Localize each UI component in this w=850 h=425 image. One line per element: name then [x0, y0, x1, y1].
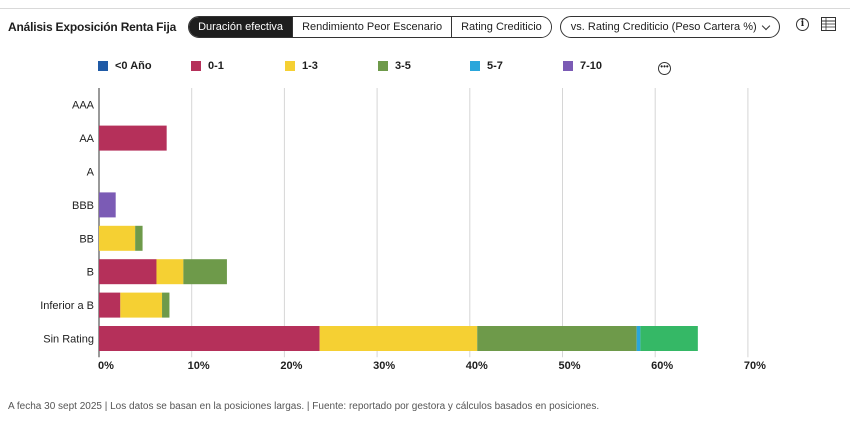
bar-segment[interactable] [183, 259, 227, 285]
page-title: Análisis Exposición Renta Fija [8, 20, 177, 34]
x-tick-label: 40% [466, 360, 488, 372]
legend: <0 Año 0-1 1-3 3-5 5-7 7-10 ••• [98, 60, 718, 76]
bar-segment[interactable] [99, 225, 136, 251]
bar-segment[interactable] [162, 292, 170, 318]
legend-swatch [191, 61, 201, 71]
bar-segment[interactable] [135, 225, 143, 251]
legend-label: 3-5 [395, 60, 411, 72]
y-tick-label: B [87, 267, 94, 279]
bar-segment[interactable] [99, 292, 121, 318]
y-tick-label: AAA [72, 100, 95, 112]
header: Análisis Exposición Renta Fija Duración … [8, 15, 842, 39]
y-tick-label: BB [79, 233, 94, 245]
legend-label: 0-1 [208, 60, 224, 72]
bar-segment[interactable] [120, 292, 163, 318]
tab-rating-crediticio[interactable]: Rating Crediticio [452, 17, 551, 37]
y-tick-label: Inferior a B [40, 300, 94, 312]
x-tick-label: 60% [651, 360, 673, 372]
legend-item-7-10: 7-10 [563, 60, 602, 72]
legend-swatch [563, 61, 573, 71]
legend-item-1-3: 1-3 [285, 60, 318, 72]
legend-item-5-7: 5-7 [470, 60, 503, 72]
tab-duracion-efectiva[interactable]: Duración efectiva [189, 17, 294, 37]
bar-segment[interactable] [636, 326, 641, 351]
legend-item-3-5: 3-5 [378, 60, 411, 72]
x-tick-label: 20% [280, 360, 302, 372]
legend-swatch [98, 61, 108, 71]
x-tick-label: 50% [558, 360, 580, 372]
y-tick-label: Sin Rating [43, 334, 94, 346]
comparison-dropdown[interactable]: vs. Rating Crediticio (Peso Cartera %) [559, 16, 780, 38]
legend-swatch [378, 61, 388, 71]
y-tick-label: A [87, 167, 95, 179]
table-icon[interactable] [821, 17, 836, 31]
y-tick-label: AA [79, 133, 94, 145]
top-divider [0, 8, 850, 9]
legend-label: 1-3 [302, 60, 318, 72]
footer-note: A fecha 30 sept 2025 | Los datos se basa… [8, 401, 600, 412]
x-tick-label: 0% [98, 360, 114, 372]
x-tick-label: 70% [744, 360, 766, 372]
x-tick-label: 10% [188, 360, 210, 372]
tab-group: Duración efectiva Rendimiento Peor Escen… [188, 16, 552, 38]
legend-label: 5-7 [487, 60, 503, 72]
legend-label: <0 Año [115, 60, 152, 72]
bar-segment[interactable] [319, 326, 478, 351]
bar-segment[interactable] [99, 259, 157, 285]
legend-item-0-1: 0-1 [191, 60, 224, 72]
bar-segment[interactable] [640, 326, 698, 351]
more-icon[interactable]: ••• [658, 62, 671, 75]
legend-label: 7-10 [580, 60, 603, 72]
comparison-dropdown-label: vs. Rating Crediticio (Peso Cartera %) [570, 21, 757, 33]
y-tick-label: BBB [72, 200, 94, 212]
bar-segment[interactable] [156, 259, 184, 285]
bar-segment[interactable] [477, 326, 637, 351]
legend-swatch [285, 61, 295, 71]
tab-rendimiento-peor-escenario[interactable]: Rendimiento Peor Escenario [293, 17, 453, 37]
legend-swatch [470, 61, 480, 71]
bar-segment[interactable] [99, 326, 320, 351]
info-icon[interactable]: i [796, 17, 809, 31]
x-tick-label: 30% [373, 360, 395, 372]
chevron-down-icon [761, 21, 770, 30]
legend-item-lt0: <0 Año [98, 60, 152, 72]
bar-segment[interactable] [99, 125, 167, 151]
bar-segment[interactable] [99, 192, 116, 218]
bar-chart: 0% 10% 20% 30% 40% 50% 60% 70%AAAAAABBBBBBInfer… [40, 88, 766, 372]
